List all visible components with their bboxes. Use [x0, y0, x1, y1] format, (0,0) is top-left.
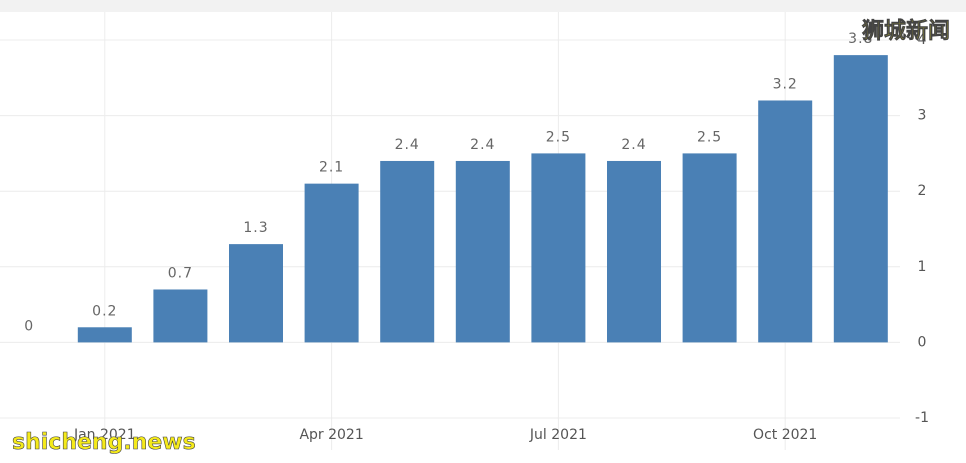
value-label: 3.8 [848, 31, 873, 47]
watermark: 狮城新闻 [862, 18, 950, 44]
bar [607, 160, 661, 343]
value-label: 1.3 [243, 220, 268, 236]
bar [77, 327, 132, 343]
x-tick-label: Apr 2021 [299, 427, 363, 443]
y-tick-label: 1 [918, 259, 927, 275]
x-tick-label: Jan 2021 [73, 427, 136, 443]
value-label: 2.4 [395, 137, 420, 153]
bar [758, 100, 813, 343]
value-label: 2.4 [621, 137, 646, 153]
value-label: 2.4 [470, 137, 495, 153]
bar [833, 55, 888, 343]
y-tick-label: -1 [915, 410, 929, 426]
value-label: 0.7 [168, 265, 193, 281]
value-label: 0 [24, 318, 34, 334]
y-tick-label: 3 [918, 108, 927, 124]
bar [682, 153, 737, 343]
value-label: 3.2 [773, 76, 798, 92]
value-label: 2.5 [546, 129, 571, 145]
plot: -1 0 1 2 3 4 Jan 2021 Apr 2021 Jul 2021 Oct 2021 0… [0, 12, 929, 450]
value-label: 2.1 [319, 160, 344, 176]
value-label: 2.5 [697, 129, 722, 145]
top-strip [0, 0, 966, 12]
y-tick-label: 4 [918, 32, 927, 48]
bar [531, 153, 586, 343]
bar [304, 183, 359, 343]
bar [455, 160, 510, 343]
bar [380, 160, 435, 343]
bar [153, 289, 208, 343]
x-tick-label: Oct 2021 [753, 427, 817, 443]
watermark: shicheng.news [12, 430, 196, 455]
y-tick-label: 2 [918, 183, 927, 199]
bar [229, 244, 283, 343]
y-tick-label: 0 [918, 334, 927, 350]
value-label: 0.2 [92, 303, 117, 319]
x-tick-label: Jul 2021 [529, 427, 587, 443]
